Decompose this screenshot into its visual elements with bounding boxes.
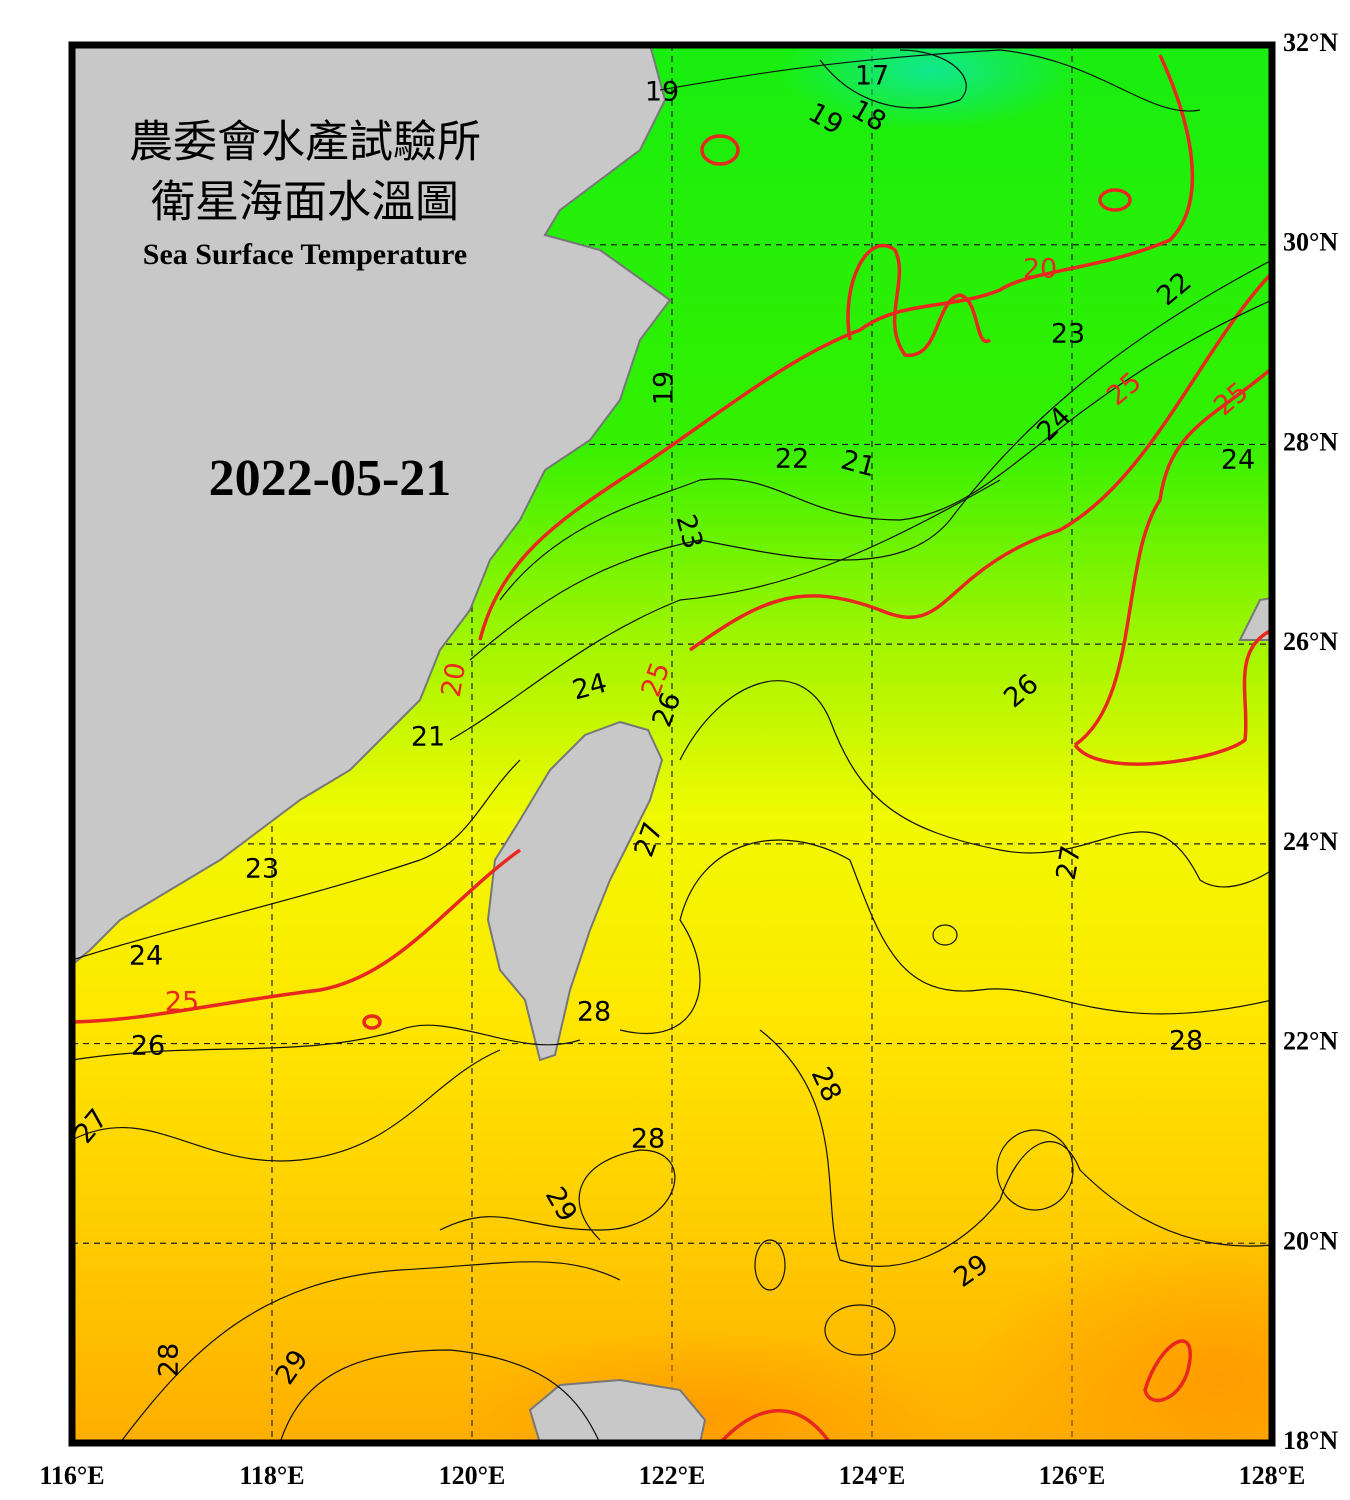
- map-frame: [68, 41, 1276, 1447]
- isotherm: [72, 848, 522, 1024]
- subtitle: 衛星海面水溫圖: [151, 177, 459, 228]
- contour-label: 23: [1051, 319, 1085, 350]
- isotherm: [754, 1239, 786, 1291]
- x-tick-label: 124°E: [839, 1461, 906, 1490]
- contour-label: 19: [645, 77, 679, 108]
- y-tick-label: 24°N: [1283, 827, 1338, 856]
- contour-label: 24: [129, 941, 163, 972]
- isotherm: [72, 1049, 501, 1162]
- isotherm: [1143, 1339, 1192, 1402]
- isotherm: [659, 49, 1201, 112]
- contour-label: 20: [436, 660, 472, 699]
- land-taiwan: [486, 720, 664, 1062]
- isotherm: [72, 759, 521, 961]
- y-tick-label: 32°N: [1283, 28, 1338, 57]
- contour-label: 19: [649, 371, 680, 405]
- black-isotherms: [72, 49, 1272, 1443]
- x-tick-label: 120°E: [439, 1461, 506, 1490]
- isotherm: [1073, 628, 1272, 766]
- isotherm: [469, 259, 1272, 661]
- isotherm: [72, 1024, 581, 1061]
- isotherm: [362, 1014, 382, 1030]
- y-tick-label: 28°N: [1283, 427, 1338, 456]
- isotherm: [846, 243, 991, 357]
- contour-label: 20: [1023, 254, 1057, 285]
- isotherm: [619, 839, 1272, 1035]
- isotherm: [819, 49, 967, 109]
- contour-label: 28: [577, 997, 611, 1028]
- warm-patch: [970, 1220, 1272, 1443]
- contour-label: 25: [165, 987, 199, 1018]
- isotherm: [449, 479, 1001, 741]
- isotherm: [1098, 188, 1132, 212]
- axes: 116°E 118°E 120°E 122°E 124°E 126°E 128°E 18°N 2…: [39, 28, 1338, 1490]
- y-tick-label: 22°N: [1283, 1027, 1338, 1056]
- contour-label: 28: [631, 1124, 665, 1155]
- x-tick-label: 128°E: [1239, 1461, 1306, 1490]
- cool-patch: [780, 45, 1080, 130]
- date: 2022-05-21: [209, 450, 452, 507]
- contour-label: 28: [1169, 1026, 1203, 1057]
- isotherm: [499, 299, 1272, 601]
- isotherm: [478, 54, 1195, 641]
- caption: Sea Surface Temperature: [143, 238, 467, 271]
- isotherm: [996, 1129, 1074, 1211]
- isotherm: [279, 1349, 601, 1443]
- y-tick-label: 30°N: [1283, 228, 1338, 257]
- contour-label: 22: [775, 444, 809, 475]
- isotherm: [700, 134, 740, 166]
- land-china: [72, 45, 672, 967]
- x-tick-label: 118°E: [239, 1461, 304, 1490]
- isotherm: [824, 1304, 896, 1356]
- isotherm: [119, 1261, 621, 1443]
- isotherm: [932, 924, 958, 946]
- contour-label: 27: [1051, 843, 1087, 882]
- contour-label: 28: [154, 1343, 185, 1377]
- contour-label: 24: [1221, 445, 1255, 476]
- contour-label: 21: [411, 722, 445, 753]
- isotherm: [1074, 368, 1272, 747]
- contour-label: 23: [245, 854, 279, 885]
- isotherm: [759, 1029, 1272, 1267]
- land-luzon: [528, 1378, 707, 1443]
- x-tick-label: 122°E: [639, 1461, 706, 1490]
- x-tick-label: 116°E: [39, 1461, 104, 1490]
- red-isotherms: [72, 54, 1272, 1443]
- contour-label: 26: [131, 1031, 165, 1062]
- y-tick-label: 18°N: [1283, 1426, 1338, 1455]
- contour-label: 17: [855, 61, 889, 92]
- isotherm: [439, 1149, 676, 1241]
- x-tick-label: 126°E: [1039, 1461, 1106, 1490]
- y-tick-label: 20°N: [1283, 1226, 1338, 1255]
- land-island: [1238, 596, 1272, 641]
- isotherm: [688, 273, 1272, 652]
- isotherm: [718, 1409, 832, 1443]
- title: 農委會水產試驗所: [129, 117, 481, 168]
- y-tick-label: 26°N: [1283, 627, 1338, 656]
- isotherm: [679, 680, 1272, 888]
